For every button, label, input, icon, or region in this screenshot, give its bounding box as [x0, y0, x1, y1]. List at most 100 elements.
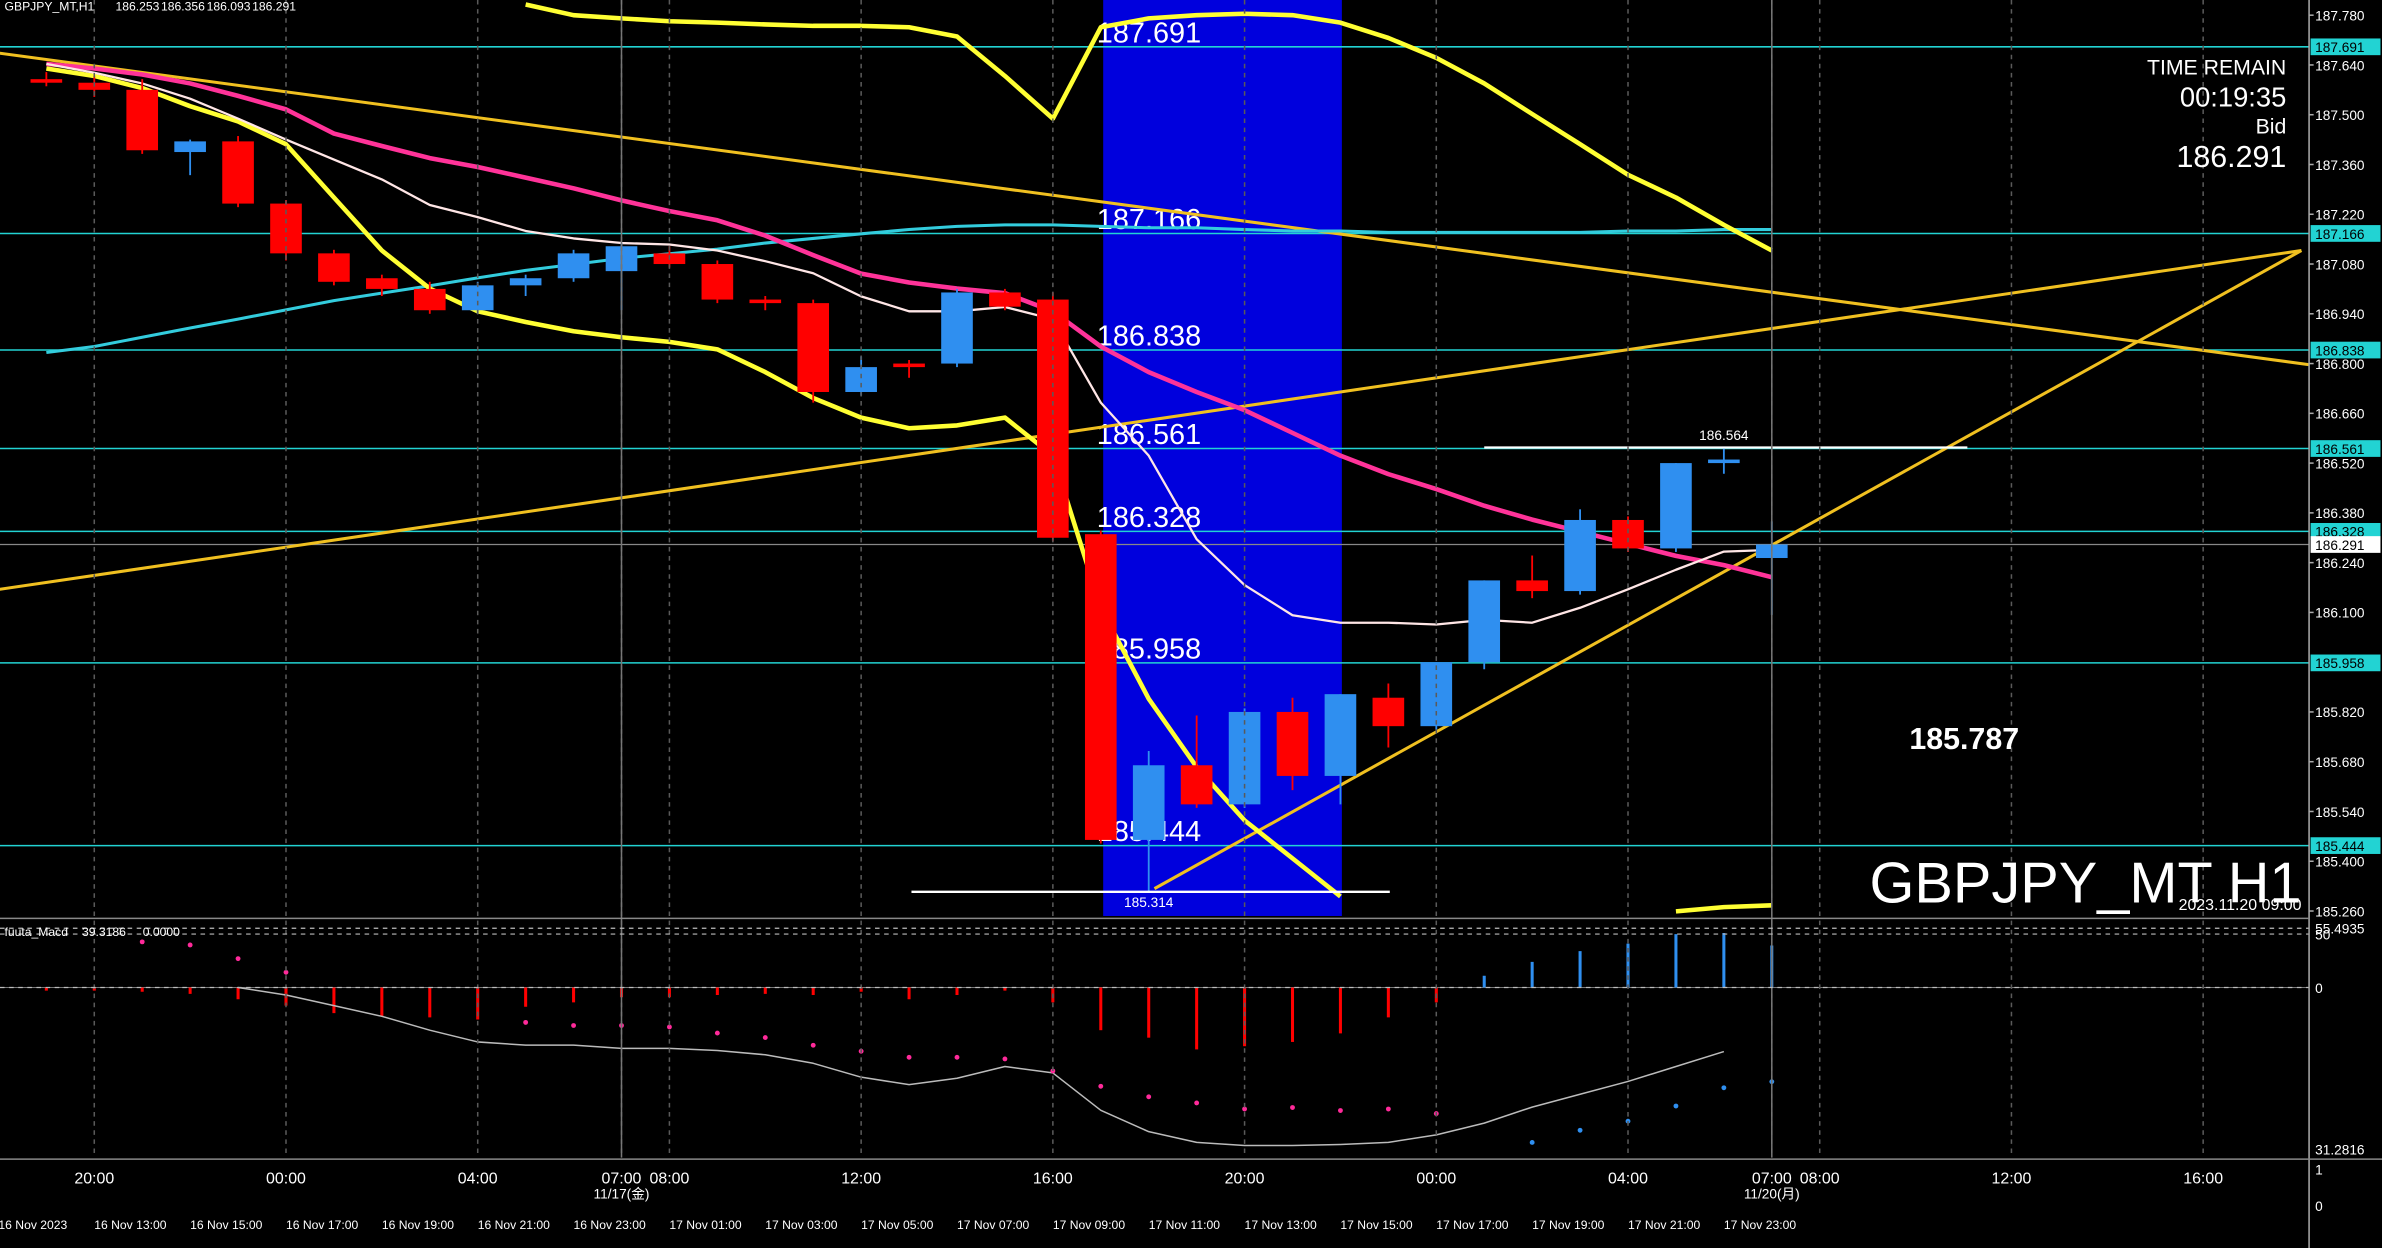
candle-body [509, 278, 542, 286]
high-label: 186.564 [1699, 428, 1749, 443]
signal-dot [1529, 1140, 1535, 1145]
level-axis-box [2310, 654, 2381, 672]
time-remain: 00:19:35 [2180, 81, 2286, 112]
trendline [0, 249, 2302, 591]
server-time-label: 17 Nov 01:00 [669, 1218, 741, 1232]
bid-label: Bid [2256, 115, 2287, 139]
y-tick-label: 55.4935 [2315, 922, 2365, 937]
y-tick-label: 185.680 [2315, 755, 2365, 770]
symbol-title: GBPJPY_MT,H1 [5, 0, 95, 14]
ohlc-open: 186.253 [115, 0, 159, 14]
watermark: GBPJPY_MT H1 [1870, 851, 2302, 915]
server-time-label: 16 Nov 19:00 [382, 1218, 454, 1232]
low-label: 185.314 [1124, 895, 1174, 910]
y-tick-label: 187.360 [2315, 158, 2365, 173]
x-tick-label: 07:00 [1752, 1170, 1792, 1187]
y-tick-label: 31.2816 [2315, 1143, 2364, 1158]
signal-dot [283, 969, 289, 975]
signal-dot [1338, 1108, 1343, 1113]
signal-dot [1673, 1103, 1679, 1109]
trendline [1153, 249, 2303, 890]
indicator-line [46, 61, 1773, 580]
y-tick-label: 186.520 [2315, 456, 2365, 471]
y-tick-label: 185.400 [2315, 855, 2365, 870]
server-time-label: 16 Nov 21:00 [478, 1218, 550, 1232]
candle-body [1516, 580, 1548, 592]
indicator-line [525, 2, 1773, 253]
candle-body [1132, 765, 1165, 840]
candle-body [1276, 711, 1309, 776]
candle-body [1468, 580, 1501, 663]
y-tick-label: 185.260 [2315, 904, 2365, 919]
date-label: 11/17(金) [594, 1187, 650, 1202]
signal-dot [714, 1030, 720, 1036]
server-time-label: 17 Nov 05:00 [861, 1218, 933, 1232]
server-time-label: 17 Nov 15:00 [1340, 1218, 1412, 1232]
y-tick-label: 187.220 [2315, 208, 2365, 223]
signal-line [237, 986, 1725, 1147]
bid-axis-box [2310, 536, 2381, 553]
ohlc-high: 186.356 [161, 0, 205, 14]
server-time-label: 17 Nov 09:00 [1053, 1218, 1125, 1232]
x-tick-label: 12:00 [1991, 1170, 2031, 1187]
server-time-label: 17 Nov 17:00 [1436, 1218, 1508, 1232]
x-tick-label: 20:00 [1225, 1170, 1265, 1187]
x-tick-label: 04:00 [458, 1170, 498, 1187]
signal-dot [1098, 1083, 1104, 1089]
x-tick-label: 00:00 [266, 1170, 306, 1187]
server-time-label: 17 Nov 23:00 [1724, 1218, 1796, 1232]
signal-dot [1146, 1094, 1152, 1100]
server-time-label: 17 Nov 11:00 [1149, 1218, 1221, 1232]
indicator-line [46, 223, 1772, 355]
main-plot: 187.691187.166186.838186.561186.328185.9… [0, 0, 2310, 917]
candle-body [989, 292, 1021, 307]
candle-body [461, 285, 494, 311]
y-tick-label: 0 [2315, 1199, 2323, 1214]
x-tick-label: 12:00 [841, 1170, 881, 1187]
candle-body [941, 292, 973, 364]
level-axis-box [2310, 440, 2381, 457]
indicator-value: 39.3186 [82, 925, 126, 939]
signal-dot [906, 1054, 912, 1060]
level-axis-box [2310, 225, 2381, 242]
y-tick-label: 186.660 [2315, 407, 2365, 422]
candle-body [366, 278, 398, 289]
x-tick-label: 20:00 [74, 1170, 114, 1187]
server-time-label: 17 Nov 21:00 [1628, 1218, 1700, 1232]
signal-dot [810, 1042, 816, 1048]
y-tick-label: 187.780 [2315, 8, 2365, 23]
level-axis-label: 186.561 [2315, 442, 2364, 457]
candle-body [1564, 519, 1596, 592]
y-tick-label: 185.820 [2315, 705, 2365, 720]
y-tick-label: 187.640 [2315, 58, 2365, 73]
time-remain-label: TIME REMAIN [2147, 55, 2286, 79]
server-time-label: 16 Nov 23:00 [574, 1218, 646, 1232]
y-tick-label: 0 [2315, 981, 2323, 996]
trendline [0, 51, 2309, 367]
indicator-value: 0.0000 [143, 925, 180, 939]
candle-body [30, 79, 63, 83]
server-time-label: 17 Nov 03:00 [765, 1218, 837, 1232]
signal-dot [1721, 1085, 1727, 1091]
ohlc-close: 186.291 [252, 0, 296, 14]
candle-body [1180, 765, 1213, 805]
signal-dot [954, 1054, 960, 1060]
signal-dot [1385, 1106, 1391, 1112]
candle-body [1372, 697, 1405, 727]
server-time-label: 17 Nov 19:00 [1532, 1218, 1604, 1232]
level-label: 186.561 [1097, 419, 1201, 451]
x-tick-label: 00:00 [1416, 1170, 1456, 1187]
x-tick-label: 16:00 [2183, 1170, 2223, 1187]
signal-dot [235, 956, 241, 962]
level-axis-box [2310, 38, 2381, 56]
bid-value: 186.291 [2176, 140, 2286, 174]
server-time-label: 16 Nov 2023 [0, 1218, 68, 1232]
candle-body [126, 89, 159, 151]
candle-body [893, 363, 925, 368]
date-label: 11/20(月) [1744, 1187, 1800, 1202]
candle-body [797, 303, 830, 392]
candle-body [1324, 694, 1357, 776]
signal-dot [666, 1024, 672, 1030]
level-axis-box [2310, 837, 2381, 854]
